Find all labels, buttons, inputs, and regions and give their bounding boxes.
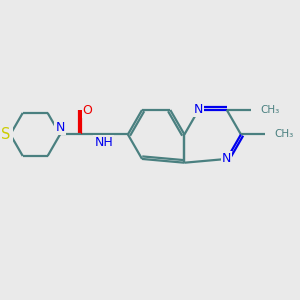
Text: N: N xyxy=(56,122,65,134)
Text: N: N xyxy=(194,103,203,116)
Text: CH₃: CH₃ xyxy=(261,105,280,115)
Text: N: N xyxy=(222,152,232,165)
Text: CH₃: CH₃ xyxy=(275,130,294,140)
Text: S: S xyxy=(1,127,10,142)
Text: NH: NH xyxy=(94,136,113,149)
Text: O: O xyxy=(82,104,92,117)
